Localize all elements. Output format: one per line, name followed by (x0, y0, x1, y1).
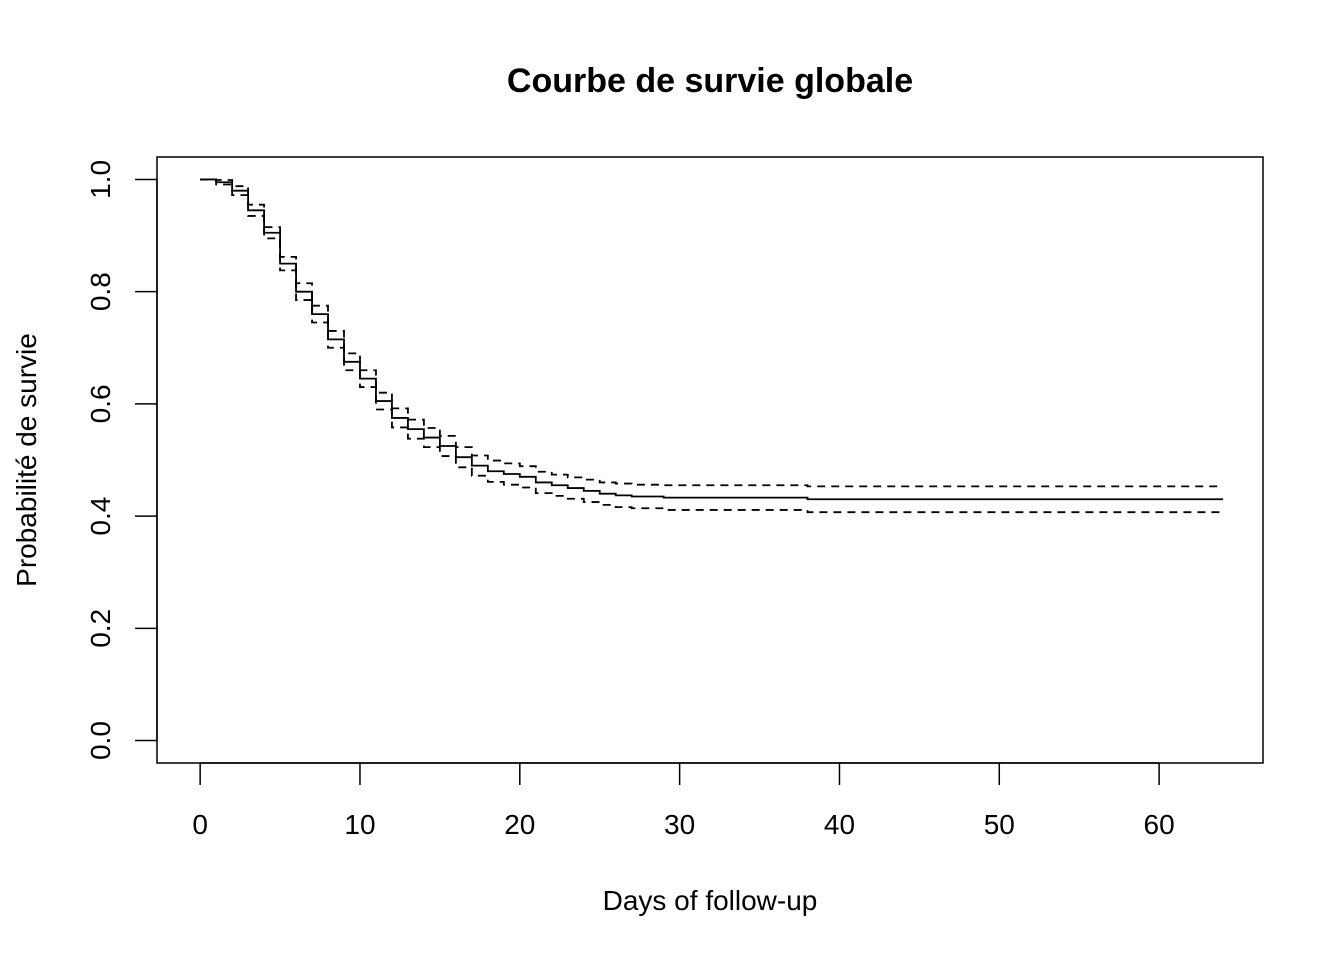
series-upper-ci (200, 178, 1224, 488)
y-tick-label: 0.2 (85, 609, 116, 648)
y-tick-label: 1.0 (85, 160, 116, 199)
chart-title: Courbe de survie globale (507, 62, 913, 100)
x-tick-label: 40 (824, 809, 855, 840)
y-tick-label: 0.6 (85, 384, 116, 423)
x-axis-label: Days of follow-up (603, 885, 818, 916)
x-tick-label: 30 (664, 809, 695, 840)
y-tick-label: 0.0 (85, 721, 116, 760)
y-tick-label: 0.8 (85, 272, 116, 311)
plot-frame (156, 156, 1264, 764)
x-tick-label: 50 (984, 809, 1015, 840)
y-axis-label: Probabilité de survie (11, 333, 42, 587)
y-tick-label: 0.4 (85, 497, 116, 536)
series-estimate (200, 178, 1224, 501)
x-tick-label: 0 (192, 809, 208, 840)
x-tick-label: 60 (1144, 809, 1175, 840)
series-layer (200, 178, 1224, 514)
x-tick-label: 20 (504, 809, 535, 840)
series-lower-ci (200, 178, 1224, 514)
x-tick-label: 10 (344, 809, 375, 840)
y-axis: 0.0 0.2 0.4 0.6 0.8 1.0 (85, 160, 158, 760)
x-axis: 0 10 20 30 40 50 60 (192, 762, 1175, 840)
